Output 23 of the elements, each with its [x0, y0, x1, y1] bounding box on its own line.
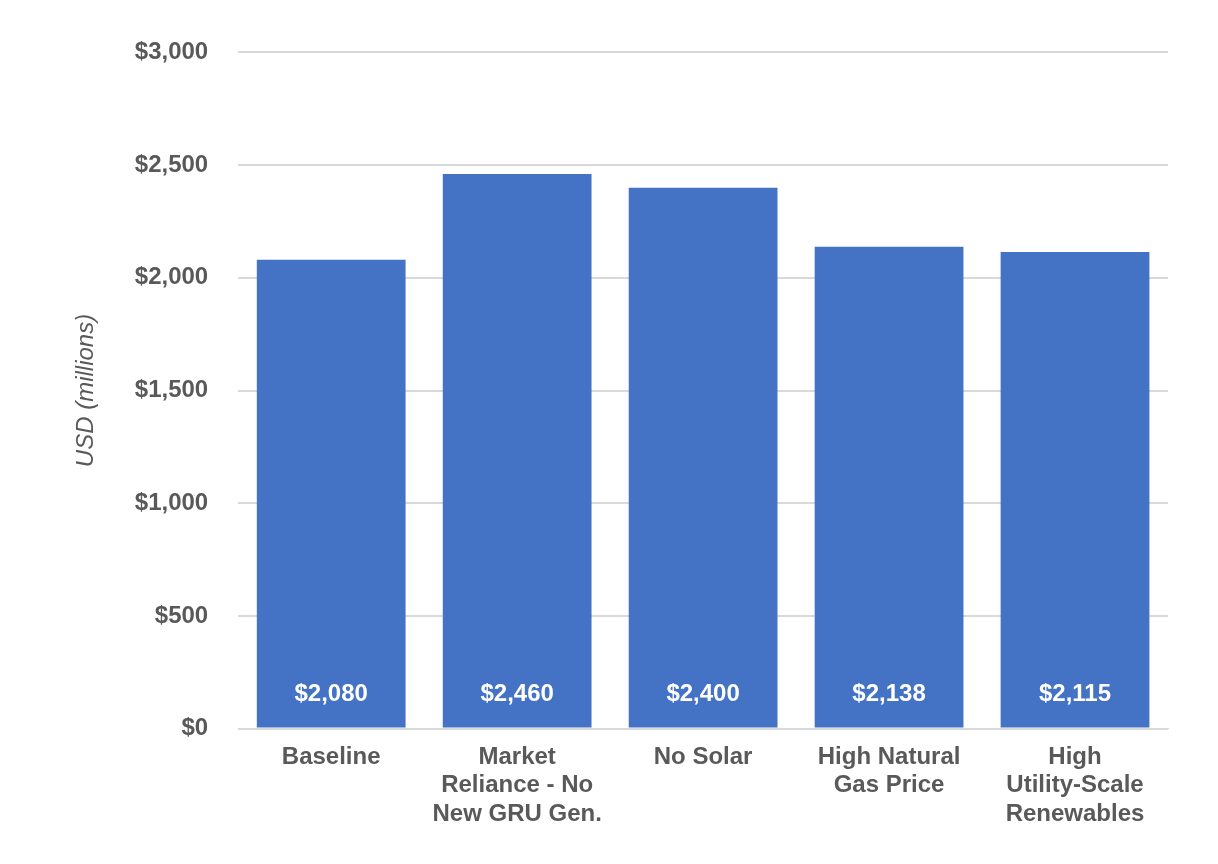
bar — [1000, 251, 1150, 728]
y-tick-label: $3,000 — [134, 37, 209, 65]
bar — [442, 174, 592, 728]
data-label: $2,400 — [666, 679, 740, 707]
x-tick-label: High Natural Gas Price — [817, 741, 961, 798]
x-tick-label: Market Reliance - No New GRU Gen. — [432, 741, 602, 827]
data-label: $2,080 — [294, 679, 368, 707]
y-tick-label: $500 — [154, 600, 209, 628]
y-tick-label: $1,000 — [134, 487, 209, 515]
y-axis-title: USD (millions) — [71, 313, 99, 468]
y-tick-label: $2,000 — [134, 262, 209, 290]
bar — [628, 187, 778, 728]
y-tick-label: $1,500 — [134, 375, 209, 403]
data-label: $2,138 — [852, 679, 926, 707]
data-label: $2,115 — [1038, 679, 1112, 707]
y-tick-label: $2,500 — [134, 149, 209, 177]
y-tick-label: $0 — [181, 713, 209, 741]
x-tick-label: Baseline — [281, 741, 381, 769]
bar — [256, 259, 406, 728]
x-tick-label: No Solar — [653, 741, 753, 769]
data-label: $2,460 — [480, 679, 554, 707]
x-tick-label: High Utility-Scale Renewables — [1005, 741, 1145, 827]
bar — [814, 246, 964, 728]
